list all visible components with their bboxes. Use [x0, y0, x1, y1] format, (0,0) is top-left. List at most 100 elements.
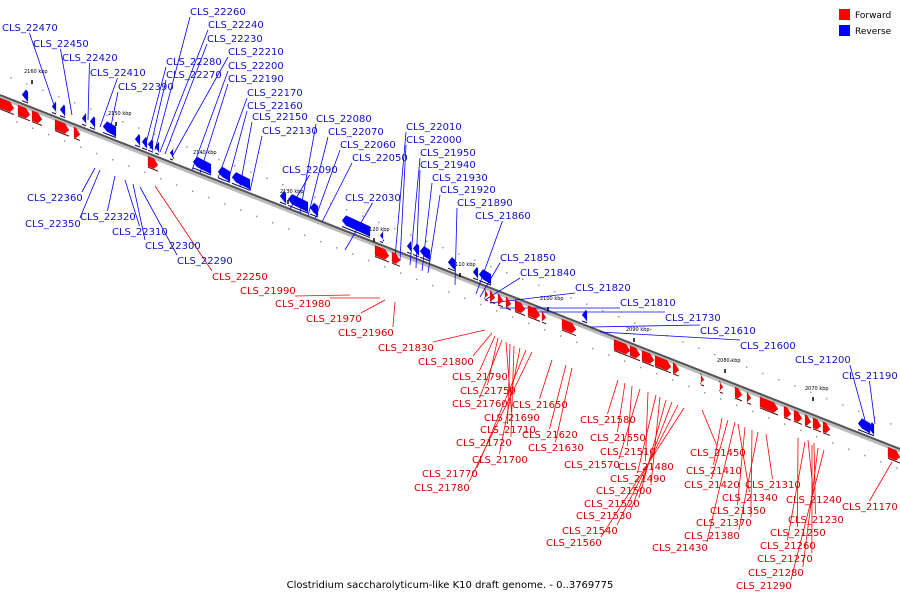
- axis-minor-dot: [826, 397, 828, 400]
- reverse-gene-label: CLS_22170: [247, 88, 303, 99]
- forward-connector-line: [650, 396, 661, 486]
- forward-gene-feature: [483, 287, 489, 300]
- axis-minor-dot: [378, 221, 380, 224]
- feature-shadow: [31, 121, 43, 126]
- reverse-gene-label: CLS_21850: [500, 253, 556, 264]
- feature-shadow: [719, 391, 724, 394]
- reverse-connector-line: [60, 48, 73, 116]
- forward-gene-label: CLS_21830: [378, 343, 434, 354]
- axis-minor-dot: [160, 177, 162, 180]
- feature-shadow: [147, 166, 159, 172]
- axis-minor-dot: [768, 417, 770, 419]
- legend: Forward Reverse: [839, 9, 892, 37]
- axis-minor-dot: [74, 102, 76, 104]
- feature-shadow: [700, 384, 705, 387]
- reverse-connector-line: [249, 135, 263, 192]
- reverse-connector-line: [307, 136, 329, 217]
- axis-minor-dot: [266, 177, 268, 180]
- feature-shadow: [484, 299, 489, 302]
- forward-connector-line: [479, 339, 503, 399]
- forward-connector-line: [539, 359, 553, 400]
- reverse-gene-label: CLS_22130: [262, 126, 318, 137]
- reverse-gene-feature: [478, 269, 492, 285]
- feature-shadow: [147, 149, 154, 153]
- axis-minor-dot: [810, 391, 812, 394]
- forward-gene-label: CLS_21780: [414, 483, 470, 494]
- forward-connector-line: [765, 433, 773, 480]
- feature-shadow: [472, 277, 479, 281]
- forward-connector-line: [713, 417, 723, 466]
- forward-connector-line: [294, 294, 351, 297]
- forward-connector-line: [807, 439, 814, 495]
- reverse-connector-line: [399, 144, 407, 262]
- feature-shadow: [419, 256, 431, 262]
- forward-gene-feature: [0, 97, 15, 113]
- forward-gene-label: CLS_21510: [600, 447, 656, 458]
- forward-gene-feature: [672, 362, 680, 374]
- axis-minor-dot: [368, 259, 370, 262]
- reverse-connector-line: [99, 77, 118, 128]
- axis-minor-dot: [714, 353, 716, 356]
- reverse-gene-label: CLS_22290: [177, 256, 233, 267]
- reverse-gene-label: CLS_22470: [2, 23, 58, 34]
- forward-gene-label: CLS_21770: [422, 469, 478, 480]
- axis-minor-dot: [746, 366, 748, 368]
- reverse-gene-label: CLS_22410: [90, 68, 146, 79]
- axis-minor-dot: [48, 133, 50, 136]
- feature-shadow: [629, 356, 641, 362]
- reverse-gene-label: CLS_22310: [112, 227, 168, 238]
- legend-label-reverse: Reverse: [855, 27, 892, 37]
- axis-minor-dot: [602, 309, 604, 312]
- forward-connector-line: [617, 382, 626, 433]
- reverse-gene-feature: [472, 266, 479, 280]
- forward-connector-line: [154, 185, 213, 272]
- forward-gene-feature: [641, 350, 655, 364]
- reverse-gene-label: CLS_22390: [118, 82, 174, 93]
- axis-minor-dot: [858, 410, 860, 412]
- feature-shadow: [641, 361, 655, 367]
- reverse-gene-label: CLS_22210: [228, 47, 284, 58]
- reverse-gene-label: CLS_22360: [27, 193, 83, 204]
- reverse-connector-line: [124, 179, 140, 227]
- forward-connector-line: [701, 409, 718, 448]
- axis-minor-dot: [560, 335, 562, 337]
- feature-shadow: [672, 373, 680, 377]
- feature-shadow: [406, 251, 412, 255]
- axis-minor-dot: [336, 247, 338, 249]
- axis-minor-dot: [218, 158, 220, 161]
- forward-connector-line: [618, 388, 641, 460]
- axis-minor-dot: [794, 385, 796, 387]
- reverse-gene-label: CLS_21840: [520, 268, 576, 279]
- reverse-connector-line: [81, 167, 96, 193]
- axis-minor-dot: [538, 284, 540, 287]
- axis-minor-dot: [730, 360, 732, 362]
- feature-shadow: [217, 177, 231, 183]
- reverse-gene-feature: [412, 243, 420, 257]
- forward-gene-feature: [31, 110, 43, 124]
- forward-gene-label: CLS_21990: [240, 286, 296, 297]
- axis-ticks: 2160 kbp 2150 kbp 2140 kbp 2130 kbp 2120 kbp…: [10, 69, 898, 469]
- axis-minor-dot: [250, 171, 252, 173]
- forward-connector-line: [360, 299, 386, 314]
- reverse-gene-label: CLS_22150: [252, 112, 308, 123]
- axis-minor-dot: [96, 152, 98, 155]
- feature-shadow: [341, 226, 371, 238]
- forward-gene-label: CLS_21520: [584, 499, 640, 510]
- reverse-connector-line: [154, 16, 191, 151]
- feature-shadow: [287, 204, 309, 214]
- feature-shadow: [793, 420, 803, 425]
- axis-minor-dot: [576, 341, 578, 344]
- reverse-gene-label: CLS_22270: [166, 70, 222, 81]
- axis-tick-label: 2120 kbp: [366, 227, 390, 233]
- forward-gene-label: CLS_21630: [528, 443, 584, 454]
- axis-minor-dot: [394, 227, 396, 230]
- reverse-connector-line: [149, 79, 167, 150]
- feature-shadow: [514, 311, 526, 316]
- reverse-connector-line: [164, 43, 208, 155]
- reverse-connector-line: [869, 380, 876, 425]
- reverse-connector-line: [191, 70, 229, 171]
- forward-gene-label: CLS_21530: [576, 511, 632, 522]
- reverse-gene-feature: [51, 100, 57, 114]
- reverse-connector-line: [599, 331, 741, 341]
- reverse-gene-label: CLS_21940: [420, 160, 476, 171]
